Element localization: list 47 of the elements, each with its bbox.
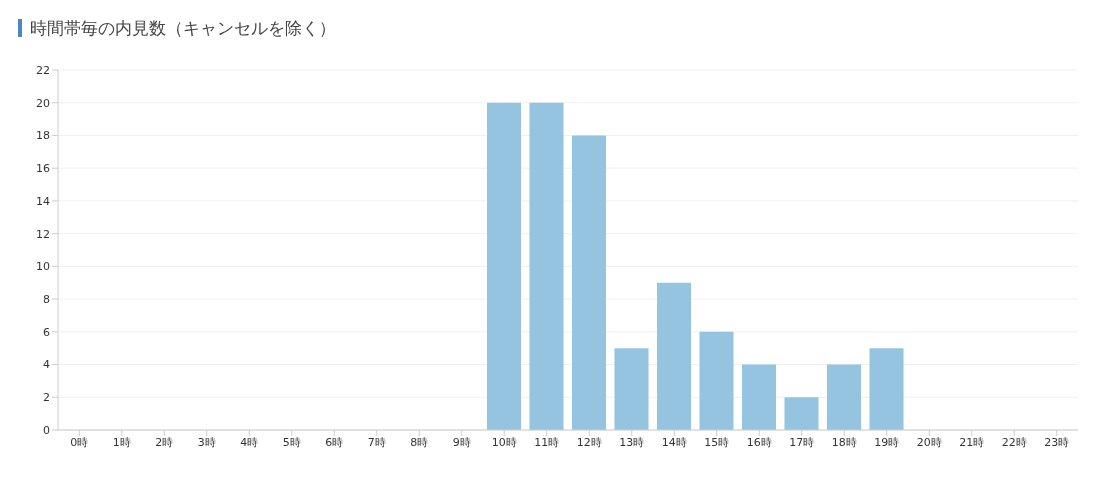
y-tick-label: 18 [36, 129, 50, 143]
bar [529, 102, 564, 430]
chart-title: 時間帯毎の内見数（キャンセルを除く） [30, 16, 336, 40]
bar [742, 364, 776, 430]
y-tick-label: 6 [43, 325, 50, 339]
x-tick-label: 8時 [410, 435, 429, 449]
bar [869, 348, 904, 430]
x-tick-label: 0時 [70, 435, 89, 449]
bar [699, 331, 734, 430]
x-tick-label: 10時 [491, 435, 517, 449]
x-tick-label: 7時 [367, 435, 386, 449]
x-tick-label: 12時 [576, 435, 602, 449]
x-tick-label: 19時 [874, 435, 900, 449]
y-tick-label: 4 [43, 358, 50, 372]
y-tick-label: 12 [36, 227, 50, 241]
bar [784, 397, 819, 430]
x-tick-label: 15時 [704, 435, 730, 449]
x-tick-label: 1時 [112, 435, 131, 449]
x-tick-label: 16時 [746, 435, 772, 449]
x-tick-label: 21時 [959, 435, 985, 449]
x-tick-label: 6時 [325, 435, 344, 449]
x-tick-label: 20時 [916, 435, 942, 449]
x-tick-label: 2時 [155, 435, 174, 449]
x-tick-label: 4時 [240, 435, 259, 449]
x-tick-label: 5時 [282, 435, 301, 449]
bar [827, 364, 861, 430]
x-tick-label: 9時 [452, 435, 471, 449]
x-tick-label: 22時 [1001, 435, 1027, 449]
y-tick-label: 14 [36, 194, 50, 208]
y-tick-label: 22 [36, 63, 50, 77]
x-tick-label: 14時 [661, 435, 687, 449]
y-tick-label: 2 [43, 391, 50, 405]
x-tick-label: 18時 [831, 435, 857, 449]
y-tick-label: 10 [36, 260, 50, 274]
x-tick-label: 13時 [619, 435, 645, 449]
y-tick-label: 8 [43, 293, 50, 306]
bar [572, 135, 606, 430]
x-tick-label: 11時 [534, 435, 560, 449]
x-tick-label: 23時 [1044, 435, 1070, 449]
y-tick-label: 16 [36, 162, 50, 176]
bar [487, 102, 521, 430]
x-tick-label: 3時 [197, 435, 216, 449]
bar [657, 282, 691, 430]
y-tick-label: 0 [43, 423, 50, 437]
y-tick-label: 20 [36, 96, 50, 110]
bar [614, 348, 649, 430]
x-tick-label: 17時 [789, 435, 815, 449]
